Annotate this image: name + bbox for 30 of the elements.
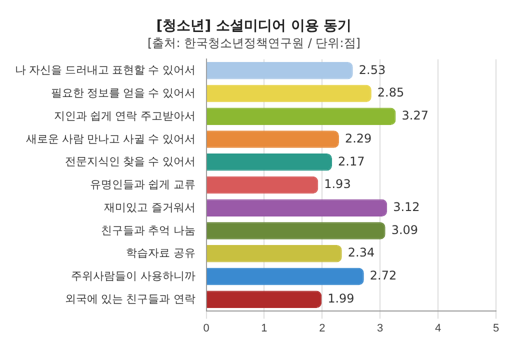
data-label: 2.17 (338, 154, 365, 168)
y-tick-label: 지인과 쉽게 연락 주고받아서 (54, 110, 196, 122)
data-label: 3.12 (393, 200, 420, 214)
x-tick-label: 0 (203, 322, 210, 334)
data-label: 3.27 (402, 108, 428, 123)
x-tick-label: 3 (377, 322, 384, 334)
x-tick-label: 4 (434, 322, 442, 334)
data-label: 2.85 (377, 86, 404, 100)
y-tick-label: 주위사람들이 사용하니까 (71, 270, 196, 283)
data-label: 3.09 (391, 222, 418, 237)
y-tick-label: 유명인들과 쉽게 교류 (90, 179, 196, 192)
data-label: 2.72 (370, 268, 397, 283)
y-tick-label: 친구들과 추억 나눔 (101, 224, 196, 237)
y-tick-label: 나 자신을 드러내고 표현할 수 있어서 (15, 64, 196, 77)
y-tick-label: 새로운 사람 만나고 사귈 수 있어서 (26, 133, 196, 146)
x-tick-label: 1 (261, 322, 268, 334)
y-tick-label: 외국에 있는 친구들과 연락 (65, 293, 196, 306)
chart-title: [청소년] 소셜미디어 이용 동기 (156, 18, 352, 34)
data-label: 2.53 (358, 62, 386, 77)
x-tick-label: 5 (492, 322, 500, 334)
data-label: 2.29 (344, 131, 372, 146)
data-label: 1.93 (324, 177, 351, 192)
x-tick-label: 2 (319, 322, 326, 334)
y-tick-label: 학습자료 공유 (126, 248, 196, 260)
y-tick-label: 전문지식인 찾을 수 있어서 (65, 156, 196, 168)
y-tick-label: 재미있고 즐거워서 (104, 202, 196, 214)
data-label: 2.34 (348, 246, 375, 260)
y-tick-label: 필요한 정보를 얻을 수 있어서 (51, 88, 196, 100)
data-label: 1.99 (328, 291, 354, 306)
chart-subtitle: [출처: 한국청소년정책연구원 / 단위:점] (148, 36, 360, 50)
